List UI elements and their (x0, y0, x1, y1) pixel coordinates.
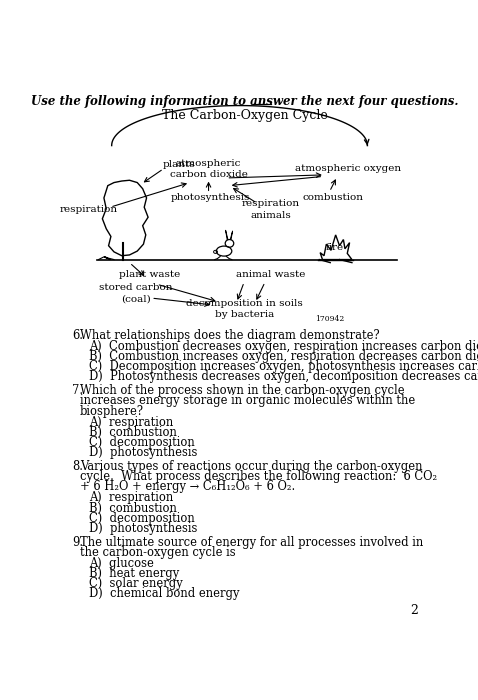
Text: Which of the process shown in the carbon-oxygen cycle: Which of the process shown in the carbon… (80, 384, 404, 398)
Text: photosynthesis: photosynthesis (171, 193, 250, 202)
Text: A)  glucose: A) glucose (89, 557, 154, 570)
Text: A)  Combustion decreases oxygen, respiration increases carbon dioxide.: A) Combustion decreases oxygen, respirat… (89, 340, 478, 353)
Text: animal waste: animal waste (236, 270, 305, 279)
Text: 7.: 7. (72, 384, 83, 398)
Text: plants: plants (163, 160, 196, 169)
Text: Various types of reactions occur during the carbon-oxygen: Various types of reactions occur during … (80, 460, 423, 473)
Text: 8.: 8. (72, 460, 83, 473)
Text: decomposition in soils
by bacteria: decomposition in soils by bacteria (186, 299, 303, 319)
Text: C)  Decomposition increases oxygen, photosynthesis increases carbon dioxide.: C) Decomposition increases oxygen, photo… (89, 360, 478, 373)
Text: the carbon-oxygen cycle is: the carbon-oxygen cycle is (80, 546, 236, 559)
Text: A)  respiration: A) respiration (89, 416, 174, 428)
Text: respiration: respiration (60, 205, 118, 214)
Text: atmospheric oxygen: atmospheric oxygen (295, 164, 401, 173)
Text: D)  chemical bond energy: D) chemical bond energy (89, 587, 239, 601)
Text: Use the following information to answer the next four questions.: Use the following information to answer … (31, 94, 459, 108)
Text: biosphere?: biosphere? (80, 405, 144, 418)
Text: B)  combustion: B) combustion (89, 426, 177, 439)
Text: The Carbon-Oxygen Cycle: The Carbon-Oxygen Cycle (162, 108, 328, 122)
Text: combustion: combustion (302, 193, 363, 202)
Text: C)  decomposition: C) decomposition (89, 436, 195, 449)
Text: cycle.  What process describes the following reaction:  6 CO₂: cycle. What process describes the follow… (80, 470, 437, 483)
Text: 170942: 170942 (315, 315, 344, 323)
Text: 6.: 6. (72, 329, 83, 342)
Text: D)  photosynthesis: D) photosynthesis (89, 522, 197, 535)
Text: A)  respiration: A) respiration (89, 491, 174, 504)
Text: What relationships does the diagram demonstrate?: What relationships does the diagram demo… (80, 329, 380, 342)
Text: respiration
animals: respiration animals (241, 199, 300, 220)
Text: + 6 H₂O + energy → C₆H₁₂O₆ + 6 O₂.: + 6 H₂O + energy → C₆H₁₂O₆ + 6 O₂. (80, 480, 295, 494)
Text: D)  photosynthesis: D) photosynthesis (89, 446, 197, 459)
Text: increases energy storage in organic molecules within the: increases energy storage in organic mole… (80, 395, 415, 407)
Text: 9.: 9. (72, 536, 83, 549)
Text: B)  combustion: B) combustion (89, 501, 177, 514)
Text: 2: 2 (410, 604, 418, 617)
Text: The ultimate source of energy for all processes involved in: The ultimate source of energy for all pr… (80, 536, 423, 549)
Text: stored carbon
(coal): stored carbon (coal) (99, 284, 173, 304)
Text: plant waste: plant waste (119, 270, 180, 279)
Text: B)  Combustion increases oxygen, respiration decreases carbon dioxide: B) Combustion increases oxygen, respirat… (89, 350, 478, 363)
Text: B)  heat energy: B) heat energy (89, 567, 179, 580)
Text: atmospheric
carbon dioxide: atmospheric carbon dioxide (170, 159, 248, 178)
Text: C)  decomposition: C) decomposition (89, 512, 195, 525)
Text: C)  solar energy: C) solar energy (89, 578, 183, 590)
Text: D)  Photosynthesis decreases oxygen, decomposition decreases carbon dioxide.: D) Photosynthesis decreases oxygen, deco… (89, 370, 478, 384)
Text: fire: fire (326, 243, 344, 252)
